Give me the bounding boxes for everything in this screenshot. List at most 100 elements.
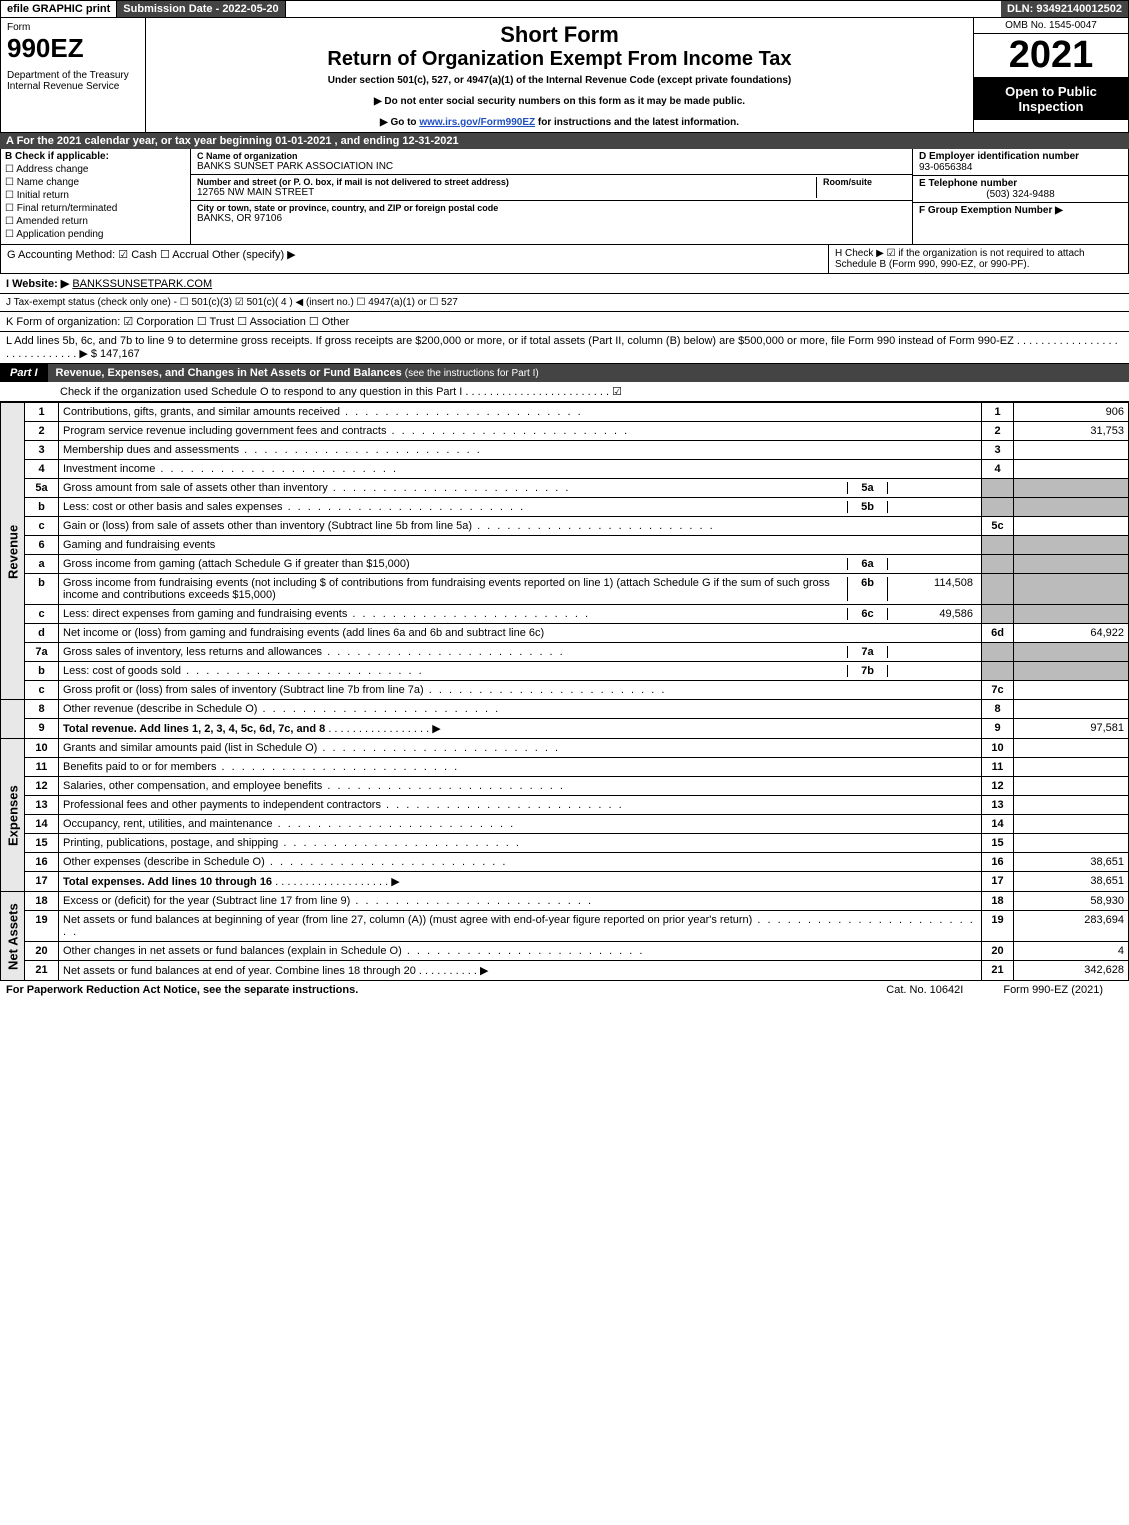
chk-address[interactable]: ☐ Address change — [5, 164, 186, 175]
ln-11: 11 — [25, 758, 59, 777]
d-6d: Net income or (loss) from gaming and fun… — [59, 624, 982, 643]
chk-final[interactable]: ☐ Final return/terminated — [5, 203, 186, 214]
b-6c: 6c — [847, 608, 887, 620]
ln-16: 16 — [25, 853, 59, 872]
ln-13: 13 — [25, 796, 59, 815]
city-lbl: City or town, state or province, country… — [197, 203, 906, 213]
city-row: City or town, state or province, country… — [191, 201, 912, 226]
website-val[interactable]: BANKSSUNSETPARK.COM — [72, 278, 212, 290]
ln-8: 8 — [25, 700, 59, 719]
goto-note: ▶ Go to www.irs.gov/Form990EZ for instru… — [150, 117, 969, 128]
side-netassets: Net Assets — [1, 892, 25, 981]
bv-6a — [887, 558, 977, 570]
footer: For Paperwork Reduction Act Notice, see … — [0, 981, 1129, 999]
chk-name[interactable]: ☐ Name change — [5, 177, 186, 188]
ln-5c: c — [25, 517, 59, 536]
part1-title-txt: Revenue, Expenses, and Changes in Net As… — [56, 367, 405, 379]
v-10 — [1014, 739, 1129, 758]
chk-name-lbl: Name change — [17, 177, 79, 188]
irs-link[interactable]: www.irs.gov/Form990EZ — [419, 117, 535, 128]
sha-6c — [1014, 605, 1129, 624]
sh-7b — [982, 662, 1014, 681]
v-2: 31,753 — [1014, 422, 1129, 441]
d-7a: Gross sales of inventory, less returns a… — [63, 646, 847, 658]
n-8: 8 — [982, 700, 1014, 719]
v-5c — [1014, 517, 1129, 536]
v-15 — [1014, 834, 1129, 853]
d-6: Gaming and fundraising events — [59, 536, 982, 555]
n-1: 1 — [982, 403, 1014, 422]
d-19: Net assets or fund balances at beginning… — [63, 914, 975, 938]
dept-label: Department of the Treasury Internal Reve… — [7, 70, 139, 92]
section-c: C Name of organization BANKS SUNSET PARK… — [191, 149, 913, 244]
d-1: Contributions, gifts, grants, and simila… — [63, 406, 583, 418]
n-5c: 5c — [982, 517, 1014, 536]
header-left: Form 990EZ Department of the Treasury In… — [1, 18, 146, 132]
d-14: Occupancy, rent, utilities, and maintena… — [63, 818, 515, 830]
open-public: Open to Public Inspection — [974, 78, 1128, 120]
header-right: OMB No. 1545-0047 2021 Open to Public In… — [973, 18, 1128, 132]
ln-17: 17 — [25, 872, 59, 892]
ln-12: 12 — [25, 777, 59, 796]
short-form-title: Short Form — [150, 22, 969, 48]
chk-pending[interactable]: ☐ Application pending — [5, 229, 186, 240]
org-name: BANKS SUNSET PARK ASSOCIATION INC — [197, 161, 906, 172]
d-13: Professional fees and other payments to … — [63, 799, 624, 811]
chk-initial[interactable]: ☐ Initial return — [5, 190, 186, 201]
line-k: K Form of organization: ☑ Corporation ☐ … — [0, 312, 1129, 332]
ln-6b: b — [25, 574, 59, 605]
chk-pending-lbl: Application pending — [16, 229, 103, 240]
ln-6a: a — [25, 555, 59, 574]
group-row: F Group Exemption Number ▶ — [913, 203, 1128, 218]
bv-7a — [887, 646, 977, 658]
sh-5a — [982, 479, 1014, 498]
d-5c: Gain or (loss) from sale of assets other… — [63, 520, 715, 532]
d-9: Total revenue. Add lines 1, 2, 3, 4, 5c,… — [63, 723, 325, 735]
group-lbl: F Group Exemption Number ▶ — [919, 205, 1122, 216]
bv-6c: 49,586 — [887, 608, 977, 620]
form-header: Form 990EZ Department of the Treasury In… — [0, 18, 1129, 133]
line-l: L Add lines 5b, 6c, and 7b to line 9 to … — [0, 332, 1129, 364]
section-b: B Check if applicable: ☐ Address change … — [1, 149, 191, 244]
part1-sub: (see the instructions for Part I) — [405, 368, 539, 379]
sh-5b — [982, 498, 1014, 517]
chk-address-lbl: Address change — [16, 164, 88, 175]
n-20: 20 — [982, 942, 1014, 961]
d-2: Program service revenue including govern… — [63, 425, 629, 437]
ln-6c: c — [25, 605, 59, 624]
sha-7a — [1014, 643, 1129, 662]
sha-7b — [1014, 662, 1129, 681]
n-10: 10 — [982, 739, 1014, 758]
d-7b: Less: cost of goods sold — [63, 665, 847, 677]
b-6a: 6a — [847, 558, 887, 570]
footer-notice: For Paperwork Reduction Act Notice, see … — [6, 984, 866, 996]
sh-6b — [982, 574, 1014, 605]
ssn-note: ▶ Do not enter social security numbers o… — [150, 96, 969, 107]
bv-6b: 114,508 — [887, 577, 977, 601]
phone-lbl: E Telephone number — [919, 178, 1122, 189]
chk-amended[interactable]: ☐ Amended return — [5, 216, 186, 227]
n-7c: 7c — [982, 681, 1014, 700]
form-label: Form — [7, 22, 139, 33]
under-section: Under section 501(c), 527, or 4947(a)(1)… — [150, 75, 969, 86]
goto-post: for instructions and the latest informat… — [535, 117, 739, 128]
n-17: 17 — [982, 872, 1014, 892]
ln-7a: 7a — [25, 643, 59, 662]
chk-final-lbl: Final return/terminated — [17, 203, 118, 214]
sh-7a — [982, 643, 1014, 662]
ln-19: 19 — [25, 911, 59, 942]
section-def: D Employer identification number 93-0656… — [913, 149, 1128, 244]
ar-21: ▶ — [480, 965, 488, 977]
sha-5a — [1014, 479, 1129, 498]
b-5b: 5b — [847, 501, 887, 513]
d-20: Other changes in net assets or fund bala… — [63, 945, 644, 957]
topbar: efile GRAPHIC print Submission Date - 20… — [0, 0, 1129, 18]
v-17: 38,651 — [1014, 872, 1129, 892]
ar-9: ▶ — [432, 723, 440, 735]
v-20: 4 — [1014, 942, 1129, 961]
room-lbl: Room/suite — [823, 177, 906, 187]
ln-2: 2 — [25, 422, 59, 441]
phone-val: (503) 324-9488 — [919, 189, 1122, 200]
ln-9: 9 — [25, 719, 59, 739]
section-b-title: B Check if applicable: — [5, 151, 186, 162]
